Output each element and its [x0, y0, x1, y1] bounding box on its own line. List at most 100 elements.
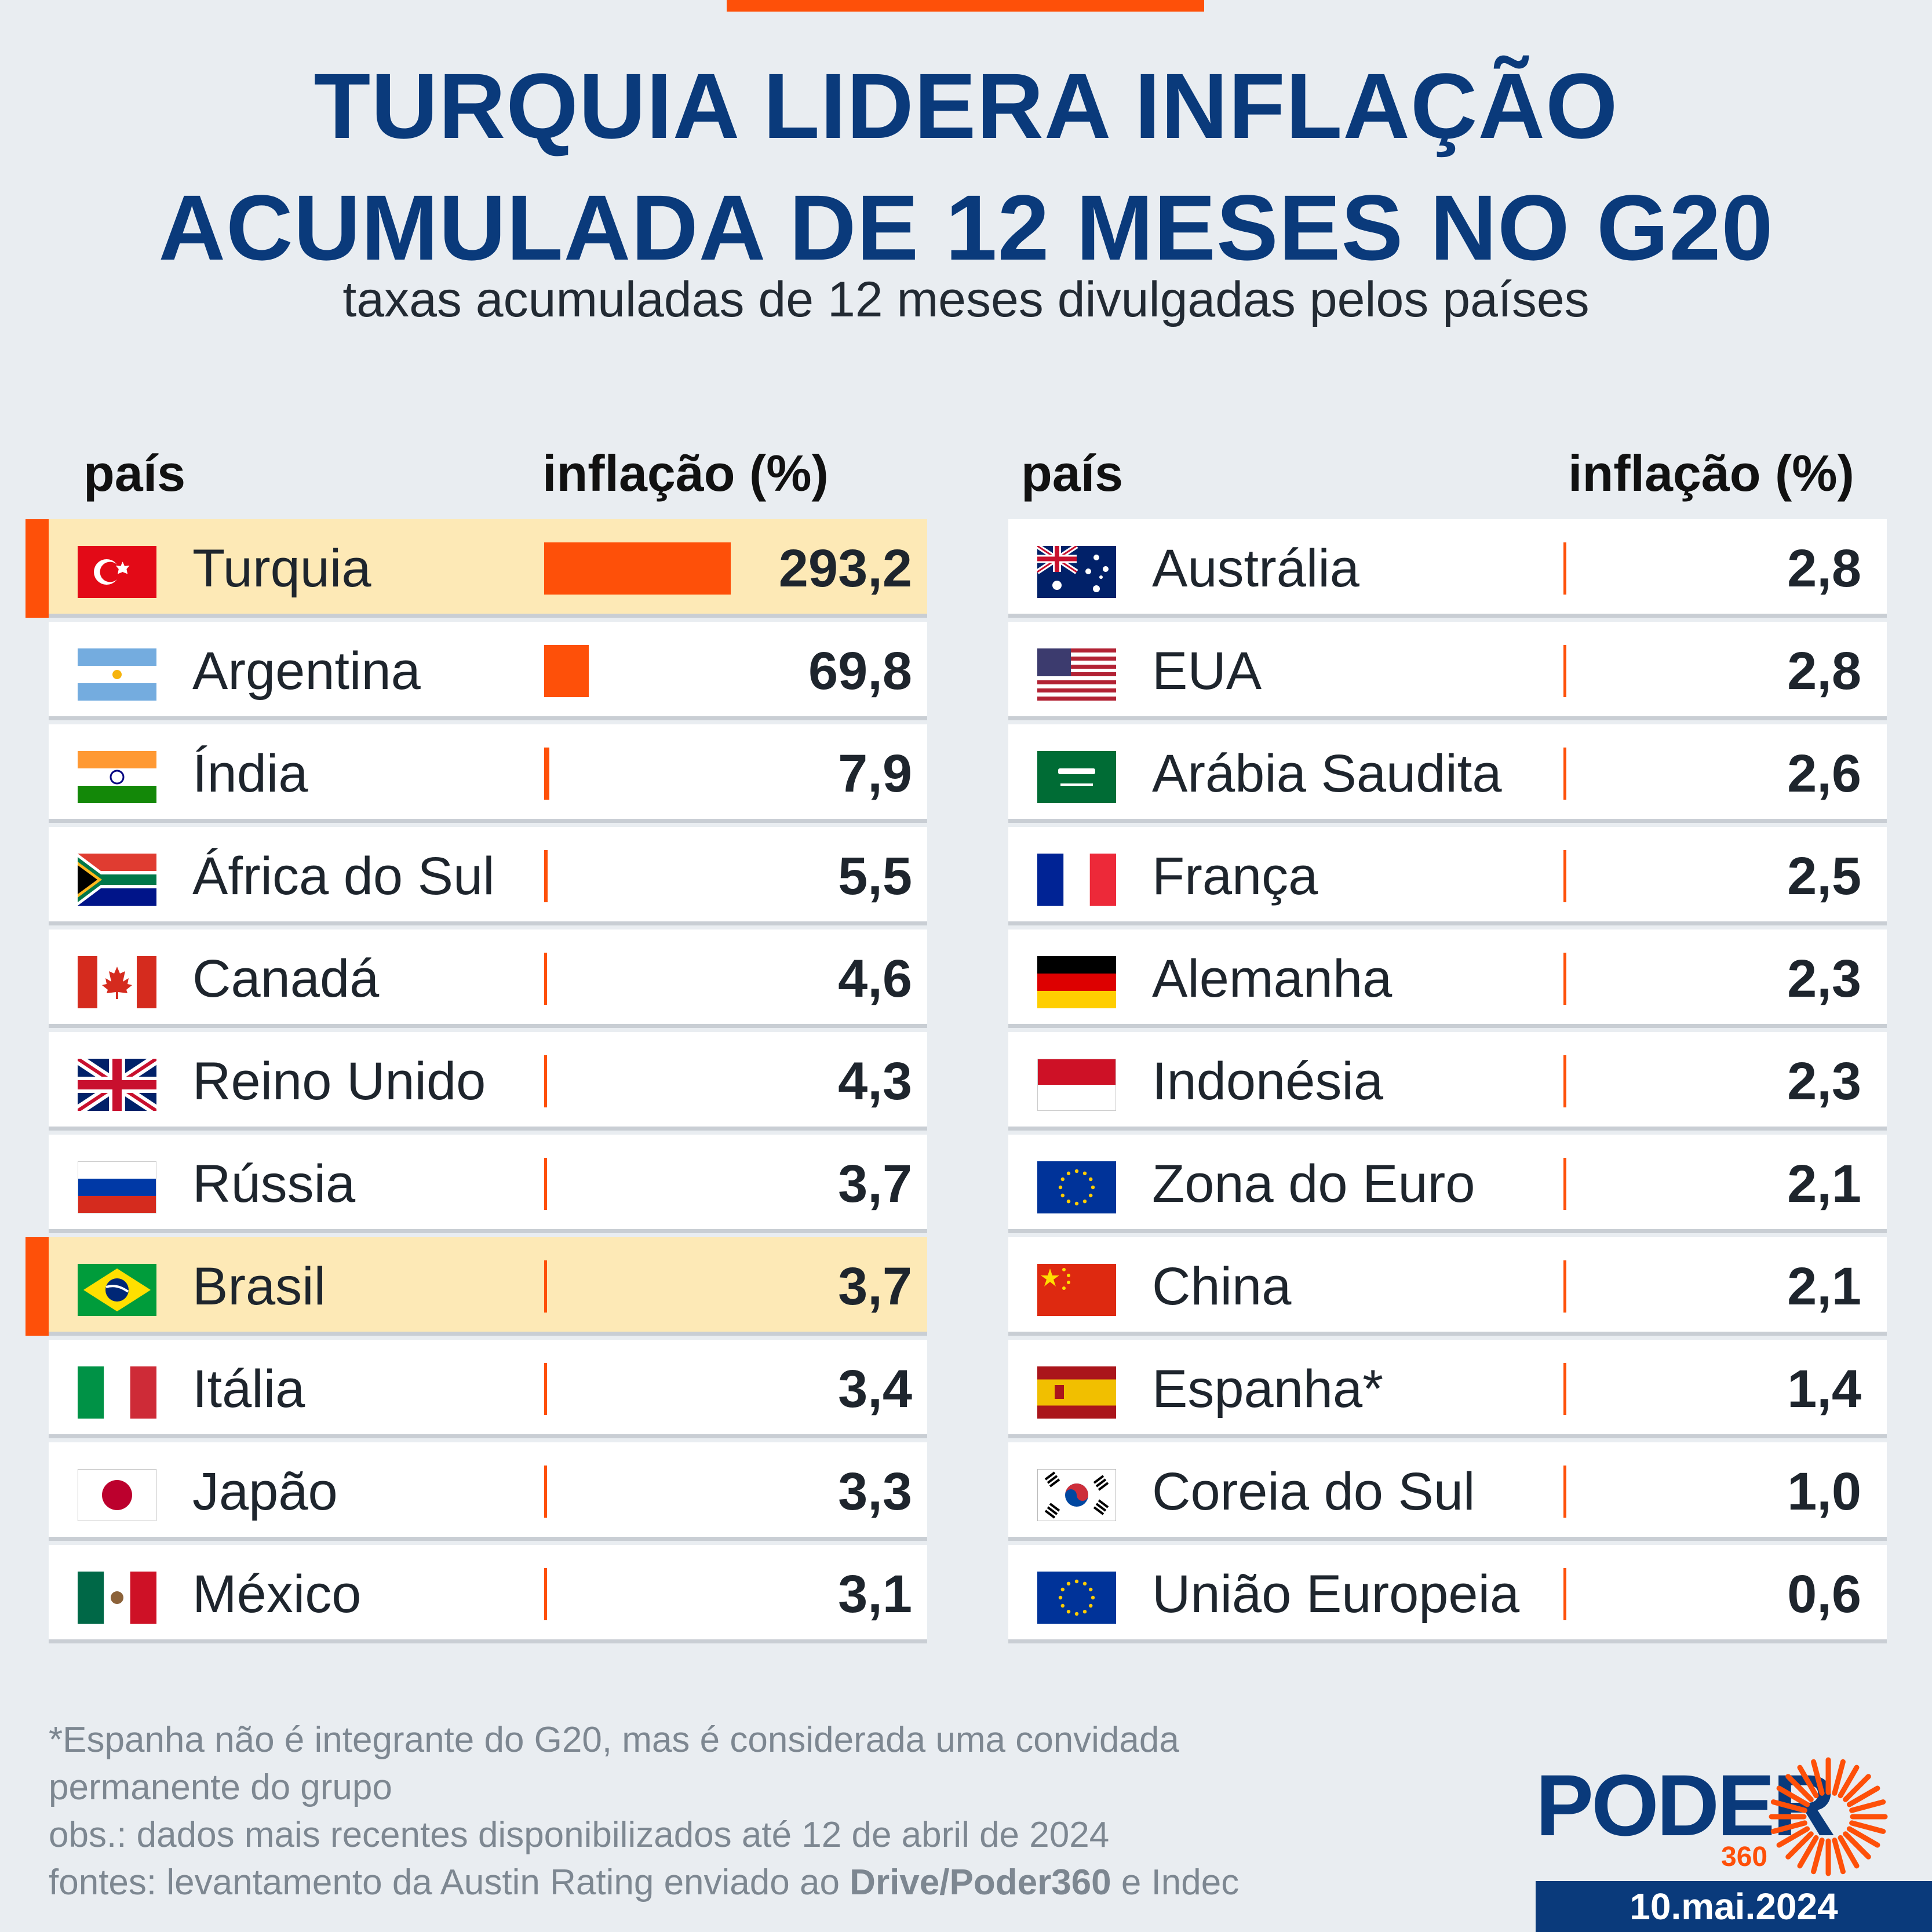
brazil-flag: [78, 1264, 156, 1316]
table-row: Índia 7,9: [49, 724, 927, 823]
france-flag: [1037, 854, 1116, 906]
country-name: Brasil: [192, 1257, 326, 1316]
value-label: 2,3: [1787, 1052, 1861, 1111]
value-bar: [544, 542, 731, 595]
country-name: Coreia do Sul: [1152, 1462, 1475, 1521]
value-label: 3,1: [838, 1565, 912, 1624]
country-name: Rússia: [192, 1154, 356, 1213]
value-label: 3,7: [838, 1257, 912, 1316]
value-bar: [544, 850, 548, 902]
value-bar: [1563, 1363, 1566, 1415]
table-row: Indonésia 2,3: [1008, 1032, 1887, 1131]
value-bar: [544, 1260, 547, 1313]
japan-flag: [78, 1469, 156, 1521]
value-bar: [544, 1363, 547, 1415]
footnote-line-2: permanente do grupo: [49, 1767, 392, 1807]
australia-flag: [1037, 546, 1116, 598]
value-bar: [544, 953, 548, 1005]
value-label: 3,3: [838, 1462, 912, 1521]
country-name: Itália: [192, 1359, 305, 1419]
value-label: 4,6: [838, 949, 912, 1008]
germany-flag: [1037, 956, 1116, 1008]
table-row: Rússia 3,7: [49, 1135, 927, 1233]
value-label: 293,2: [778, 539, 912, 598]
italy-flag: [78, 1366, 156, 1419]
table-row: Argentina 69,8: [49, 622, 927, 720]
value-label: 3,4: [838, 1359, 912, 1419]
value-label: 2,5: [1787, 847, 1861, 906]
value-label: 0,6: [1787, 1565, 1861, 1624]
table-row: Coreia do Sul 1,0: [1008, 1442, 1887, 1541]
country-name: EUA: [1152, 641, 1262, 701]
table-row: Austrália 2,8: [1008, 519, 1887, 618]
india-flag: [78, 751, 156, 803]
usa-flag: [1037, 648, 1116, 701]
uk-flag: [78, 1059, 156, 1111]
country-name: Japão: [192, 1462, 338, 1521]
title-line-2: ACUMULADA DE 12 MESES NO G20: [158, 176, 1774, 279]
value-label: 3,7: [838, 1154, 912, 1213]
value-bar: [544, 1055, 547, 1107]
country-name: Indonésia: [1152, 1052, 1383, 1111]
country-name: Alemanha: [1152, 949, 1393, 1008]
indonesia-flag: [1037, 1059, 1116, 1111]
country-name: Argentina: [192, 641, 421, 701]
footnote-sources-bold: Drive/Poder360: [850, 1862, 1111, 1902]
value-bar: [1563, 645, 1566, 697]
value-bar: [1563, 850, 1566, 902]
country-name: Austrália: [1152, 539, 1359, 598]
value-bar: [1563, 1466, 1566, 1518]
page-subtitle: taxas acumuladas de 12 meses divulgadas …: [342, 272, 1590, 327]
country-name: União Europeia: [1152, 1565, 1520, 1624]
value-bar: [1563, 1260, 1566, 1313]
left-country-header: país: [83, 444, 186, 502]
argentina-flag: [78, 648, 156, 701]
value-label: 2,1: [1787, 1154, 1861, 1213]
value-bar: [544, 645, 589, 697]
title-line-1: TURQUIA LIDERA INFLAÇÃO: [314, 54, 1618, 158]
logo-number: 360: [1721, 1842, 1768, 1872]
value-bar: [1563, 1055, 1566, 1107]
footnote-line-4: fontes: levantamento da Austin Rating en…: [49, 1859, 1381, 1907]
value-label: 7,9: [838, 744, 912, 803]
table-row: Canadá 4,6: [49, 929, 927, 1028]
country-name: Turquia: [192, 539, 371, 598]
value-bar: [1563, 542, 1566, 595]
country-name: França: [1152, 847, 1318, 906]
value-bar: [1563, 1158, 1566, 1210]
south-africa-flag: [78, 854, 156, 906]
eu-flag: [1037, 1161, 1116, 1213]
table-row: África do Sul 5,5: [49, 827, 927, 925]
top-accent-bar: [727, 0, 1204, 12]
value-bar: [544, 1158, 547, 1210]
table-row: Zona do Euro 2,1: [1008, 1135, 1887, 1233]
table-row: Alemanha 2,3: [1008, 929, 1887, 1028]
right-country-header: país: [1021, 444, 1124, 502]
value-label: 2,8: [1787, 641, 1861, 701]
value-label: 2,3: [1787, 949, 1861, 1008]
saudi-arabia-flag: [1037, 751, 1116, 803]
footnote-line-1: *Espanha não é integrante do G20, mas é …: [49, 1720, 1179, 1760]
date-badge: 10.mai.2024: [1536, 1881, 1932, 1932]
country-name: Reino Unido: [192, 1052, 486, 1111]
table-row: Arábia Saudita 2,6: [1008, 724, 1887, 823]
table-row: México 3,1: [49, 1545, 927, 1643]
table-row: Japão 3,3: [49, 1442, 927, 1541]
country-name: Espanha*: [1152, 1359, 1383, 1419]
page-title: TURQUIA LIDERA INFLAÇÃO ACUMULADA DE 12 …: [0, 45, 1932, 289]
table-row: União Europeia 0,6: [1008, 1545, 1887, 1643]
right-value-header: inflação (%): [1568, 444, 1854, 502]
value-bar: [1563, 1568, 1566, 1620]
value-bar: [1563, 953, 1566, 1005]
value-label: 5,5: [838, 847, 912, 906]
value-label: 69,8: [808, 641, 912, 701]
value-bar: [544, 748, 549, 800]
table-row: França 2,5: [1008, 827, 1887, 925]
spain-flag: [1037, 1366, 1116, 1419]
value-label: 2,1: [1787, 1257, 1861, 1316]
country-name: Canadá: [192, 949, 380, 1008]
country-name: México: [192, 1565, 362, 1624]
value-bar: [544, 1568, 547, 1620]
canada-flag: [78, 956, 156, 1008]
value-bar: [1563, 748, 1566, 800]
